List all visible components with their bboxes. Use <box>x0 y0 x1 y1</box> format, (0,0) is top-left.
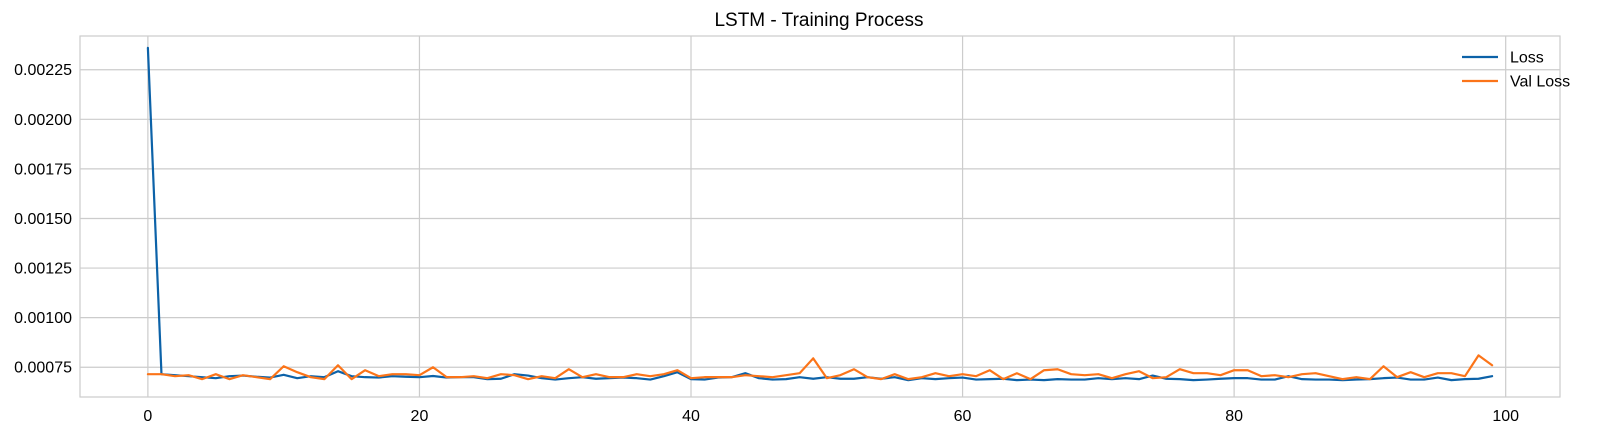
x-tick-label: 0 <box>143 408 152 425</box>
legend-label: Val Loss <box>1510 74 1570 91</box>
y-tick-label: 0.00150 <box>14 211 72 228</box>
y-tick-label: 0.00175 <box>14 161 72 178</box>
x-tick-label: 40 <box>682 408 700 425</box>
series-line-loss <box>146 46 1494 382</box>
x-tick-label: 60 <box>954 408 972 425</box>
x-tick-label: 100 <box>1492 408 1519 425</box>
chart-title: LSTM - Training Process <box>714 10 923 31</box>
y-tick-label: 0.00125 <box>14 261 72 278</box>
grid-lines <box>80 36 1560 397</box>
axis-ticks: 0 20 40 60 80 100 0.00075 0.00100 0.00125 0.00150… <box>14 62 1519 425</box>
y-tick-label: 0.00075 <box>14 360 72 377</box>
legend-label: Loss <box>1510 50 1544 67</box>
x-tick-label: 80 <box>1225 408 1243 425</box>
y-tick-label: 0.00200 <box>14 112 72 129</box>
legend: Loss Val Loss <box>1462 50 1570 91</box>
series-lines <box>146 46 1494 382</box>
y-tick-label: 0.00225 <box>14 62 72 79</box>
x-tick-label: 20 <box>411 408 429 425</box>
plot-frame <box>79 35 1561 398</box>
y-tick-label: 0.00100 <box>14 310 72 327</box>
series-line-val-loss <box>146 354 1494 381</box>
